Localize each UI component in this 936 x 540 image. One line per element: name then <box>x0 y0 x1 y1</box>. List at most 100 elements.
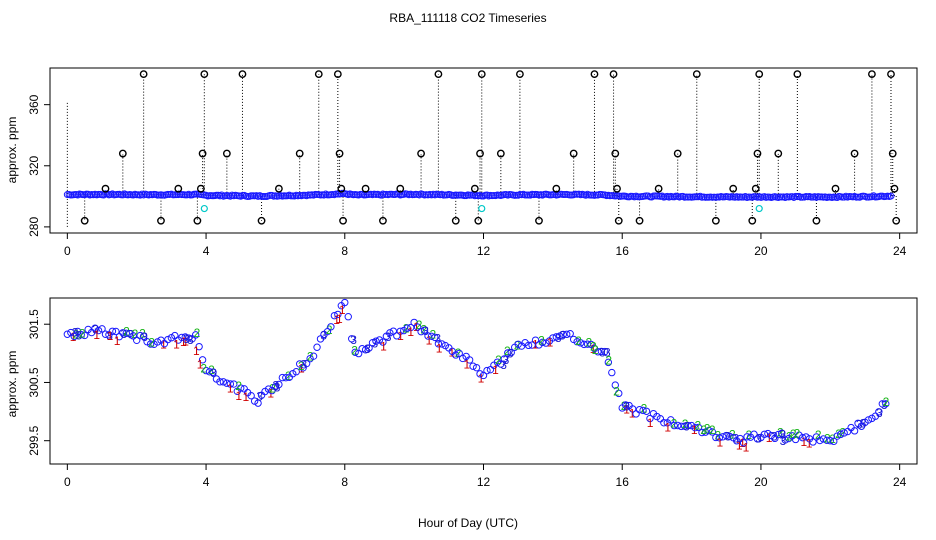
residual-point <box>667 416 675 424</box>
series-3-marker: 3 <box>860 416 867 430</box>
series-2-marker: 2 <box>504 344 511 358</box>
series-3-marker: 3 <box>876 406 883 420</box>
flagged-point <box>478 204 486 213</box>
excursion-point <box>496 149 505 158</box>
bottom-x-tick-label: 4 <box>203 475 210 489</box>
excursion-point <box>516 70 524 79</box>
residual-point <box>760 430 769 438</box>
residual-point <box>712 433 720 442</box>
excursion-point <box>569 149 578 158</box>
series-3-marker: 3 <box>725 430 732 444</box>
excursion-point <box>831 184 840 193</box>
excursion-point <box>654 184 663 193</box>
residual-point <box>680 422 689 430</box>
top-panel-data <box>63 70 901 227</box>
bottom-x-tick-label: 8 <box>341 475 348 489</box>
excursion-point <box>379 216 387 225</box>
series-3-marker: 3 <box>300 358 307 372</box>
series-2-marker: 2 <box>700 423 707 437</box>
residual-point <box>778 429 786 437</box>
baseline-point <box>415 191 423 199</box>
series-3-marker: 3 <box>507 347 514 361</box>
series-3-marker: 3 <box>881 398 888 412</box>
residual-point <box>164 335 172 344</box>
series-1-marker: 1 <box>227 381 234 395</box>
excursion-point <box>890 184 899 193</box>
chart-title: RBA_111118 CO2 Timeseries <box>389 11 546 25</box>
residual-point <box>264 385 273 393</box>
baseline-point <box>658 192 666 200</box>
residual-point <box>573 338 581 346</box>
residual-point <box>365 344 373 352</box>
excursion-point <box>850 149 859 158</box>
series-2-marker: 2 <box>575 334 582 348</box>
residual-point <box>531 336 540 344</box>
residual-point <box>230 380 238 388</box>
series-2-marker: 2 <box>815 428 822 442</box>
series-2-marker: 2 <box>883 395 890 409</box>
series-3-marker: 3 <box>559 328 566 342</box>
series-3-marker: 3 <box>72 325 79 339</box>
excursion-point <box>613 184 621 193</box>
series-2-marker: 2 <box>714 429 721 443</box>
residual-point <box>417 327 425 336</box>
residual-point <box>101 330 110 338</box>
series-1-marker: 1 <box>182 334 189 348</box>
series-1-marker: 1 <box>426 333 433 347</box>
series-1-marker: 1 <box>93 328 100 342</box>
series-1-marker: 1 <box>717 435 724 449</box>
residual-point <box>247 391 255 400</box>
series-2-marker: 2 <box>671 417 678 431</box>
residual-point <box>743 433 751 441</box>
residual-point <box>420 326 429 334</box>
residual-point <box>80 331 89 340</box>
residual-point <box>396 327 404 335</box>
series-3-marker: 3 <box>434 331 441 345</box>
excursion-point <box>753 149 762 158</box>
series-1-marker: 1 <box>736 438 743 452</box>
residual-point <box>493 358 502 366</box>
excursion-point <box>118 149 127 158</box>
residual-point <box>694 423 703 432</box>
top-x-tick-label: 0 <box>64 244 71 258</box>
residual-point <box>330 311 339 320</box>
residual-point <box>538 338 547 347</box>
residual-point <box>77 331 85 339</box>
excursion-point <box>711 216 720 225</box>
residual-point <box>351 348 359 356</box>
series-1-marker: 1 <box>691 423 698 437</box>
series-3-marker: 3 <box>503 353 510 367</box>
baseline-point <box>648 193 656 201</box>
residual-point <box>403 324 411 332</box>
residual-point <box>438 340 446 348</box>
residual-point <box>379 338 387 346</box>
excursion-point <box>193 216 202 225</box>
series-1-marker: 1 <box>339 303 346 317</box>
residual-point <box>500 355 509 363</box>
series-1-marker: 1 <box>336 312 343 326</box>
excursion-point <box>274 184 283 193</box>
series-2-marker: 2 <box>704 422 711 436</box>
baseline-point <box>218 191 226 199</box>
baseline-point <box>226 192 234 200</box>
series-2-marker: 2 <box>200 362 207 376</box>
series-3-marker: 3 <box>256 389 263 403</box>
excursion-point <box>614 216 623 225</box>
flagged-point <box>755 204 763 213</box>
residual-point <box>216 378 224 386</box>
excursion-point <box>888 149 897 158</box>
series-2-marker: 2 <box>298 359 305 373</box>
residual-point <box>611 381 619 389</box>
residual-point <box>823 436 831 445</box>
residual-point <box>483 366 491 375</box>
residual-point <box>830 437 838 446</box>
series-1-marker: 1 <box>436 341 443 355</box>
residual-point <box>455 349 463 358</box>
top-x-tick-label: 4 <box>203 244 210 258</box>
residual-point <box>781 436 789 444</box>
residual-point <box>875 408 883 416</box>
series-2-marker: 2 <box>794 426 801 440</box>
residual-point <box>413 323 422 331</box>
